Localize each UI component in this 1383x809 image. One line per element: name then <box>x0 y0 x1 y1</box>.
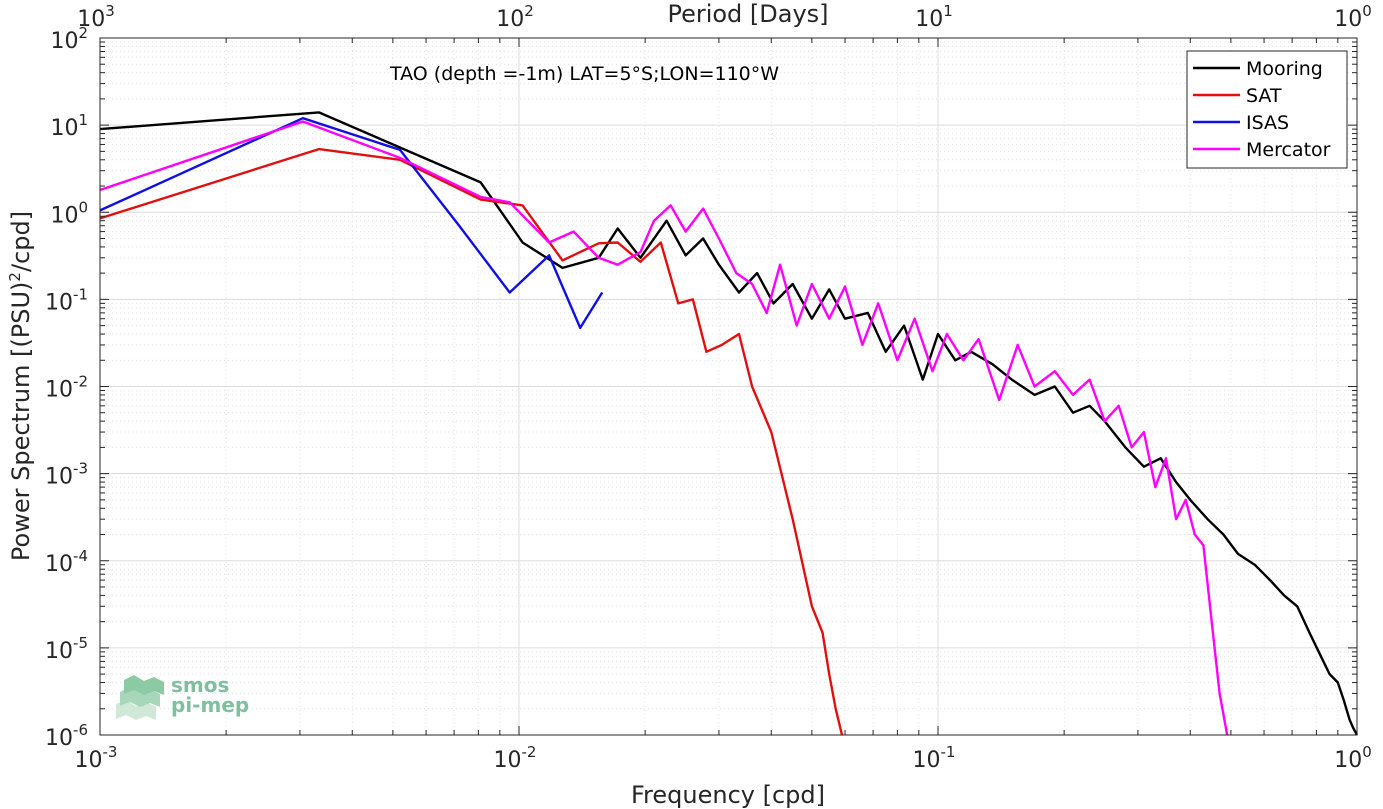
series-lines <box>99 111 1359 736</box>
series-line-mercator <box>99 120 1229 736</box>
y-tick-label-base: 10 <box>50 203 78 228</box>
x-tick-label-base: 10 <box>1334 748 1362 773</box>
y-axis-title-main: Power Spectrum [(PSU) <box>7 282 35 561</box>
y-tick-label-exponent: -4 <box>73 547 88 565</box>
y-tick-label-exponent: 2 <box>78 24 88 42</box>
y-tick-label: 101 <box>50 111 88 141</box>
legend: Mooring SAT ISAS Mercator <box>1186 50 1348 169</box>
y-tick-label: 10-5 <box>45 634 88 664</box>
y-tick-label: 10-1 <box>45 285 88 315</box>
x-tick-label: 10-2 <box>494 743 537 773</box>
top-tick-label: 103 <box>77 2 115 32</box>
x-tick-label-exponent: 0 <box>1362 743 1372 761</box>
y-tick-label-exponent: -3 <box>73 460 88 478</box>
y-tick-label-base: 10 <box>50 29 78 54</box>
legend-label-mercator: Mercator <box>1246 139 1331 161</box>
y-tick-label: 10-2 <box>45 373 88 403</box>
top-tick-label-exponent: 2 <box>524 2 534 20</box>
legend-label-isas: ISAS <box>1246 112 1289 134</box>
y-tick-label-base: 10 <box>45 465 73 490</box>
logo-text-pimep: pi-mep <box>171 693 249 717</box>
y-tick-label: 100 <box>50 198 88 228</box>
y-tick-label: 10-4 <box>45 547 88 577</box>
y-tick-label-base: 10 <box>50 116 78 141</box>
legend-label-mooring: Mooring <box>1246 58 1323 80</box>
x-tick-label: 10-1 <box>913 743 956 773</box>
y-tick-label-base: 10 <box>45 552 73 577</box>
x-axis-title: Frequency [cpd] <box>631 781 825 809</box>
x-tick-label-exponent: -1 <box>941 743 956 761</box>
series-line-mooring <box>99 111 1359 736</box>
logo-text-smos: smos <box>171 673 229 697</box>
y-tick-label-base: 10 <box>45 726 73 751</box>
legend-label-sat: SAT <box>1246 85 1282 107</box>
y-tick-label: 10-6 <box>45 721 88 751</box>
smos-logo: smos pi-mep <box>116 673 249 720</box>
series-line-isas <box>99 116 604 330</box>
x-tick-label-base: 10 <box>494 748 522 773</box>
y-tick-label-exponent: -6 <box>73 721 88 739</box>
x-tick-label-base: 10 <box>75 748 103 773</box>
logo-mark <box>116 675 164 720</box>
y-tick-label-base: 10 <box>45 639 73 664</box>
top-tick-label: 102 <box>496 2 534 32</box>
y-axis-title-sup: 2 <box>6 272 24 282</box>
top-tick-label-exponent: 0 <box>1362 2 1372 20</box>
y-axis-title-rest: /cpd] <box>7 211 35 272</box>
y-tick-label-exponent: -1 <box>73 285 88 303</box>
top-tick-label-exponent: 3 <box>105 2 115 20</box>
annotation-text: TAO (depth =-1m) LAT=5°S;LON=110°W <box>389 63 779 85</box>
y-tick-label: 102 <box>50 24 88 54</box>
grid <box>100 38 1357 735</box>
top-tick-label-exponent: 1 <box>943 2 953 20</box>
top-tick-label-base: 10 <box>915 7 943 32</box>
top-tick-label-base: 10 <box>1334 7 1362 32</box>
x-tick-label-exponent: -2 <box>522 743 537 761</box>
y-tick-label-exponent: -2 <box>73 373 88 391</box>
series-line-sat <box>99 147 844 736</box>
x-tick-label: 100 <box>1334 743 1372 773</box>
y-tick-label-base: 10 <box>45 290 73 315</box>
y-tick-label-exponent: -5 <box>73 634 88 652</box>
y-tick-label: 10-3 <box>45 460 88 490</box>
y-tick-label-exponent: 0 <box>78 198 88 216</box>
x-tick-label: 10-3 <box>75 743 118 773</box>
top-tick-label: 101 <box>915 2 953 32</box>
top-tick-label: 100 <box>1334 2 1372 32</box>
x-tick-label-exponent: -3 <box>103 743 118 761</box>
top-axis-title: Period [Days] <box>667 0 828 28</box>
y-tick-label-base: 10 <box>45 378 73 403</box>
top-tick-label-base: 10 <box>77 7 105 32</box>
y-tick-label-exponent: 1 <box>78 111 88 129</box>
x-tick-label-base: 10 <box>913 748 941 773</box>
y-axis-title: Power Spectrum [(PSU)2/cpd] <box>6 211 35 561</box>
top-tick-label-base: 10 <box>496 7 524 32</box>
